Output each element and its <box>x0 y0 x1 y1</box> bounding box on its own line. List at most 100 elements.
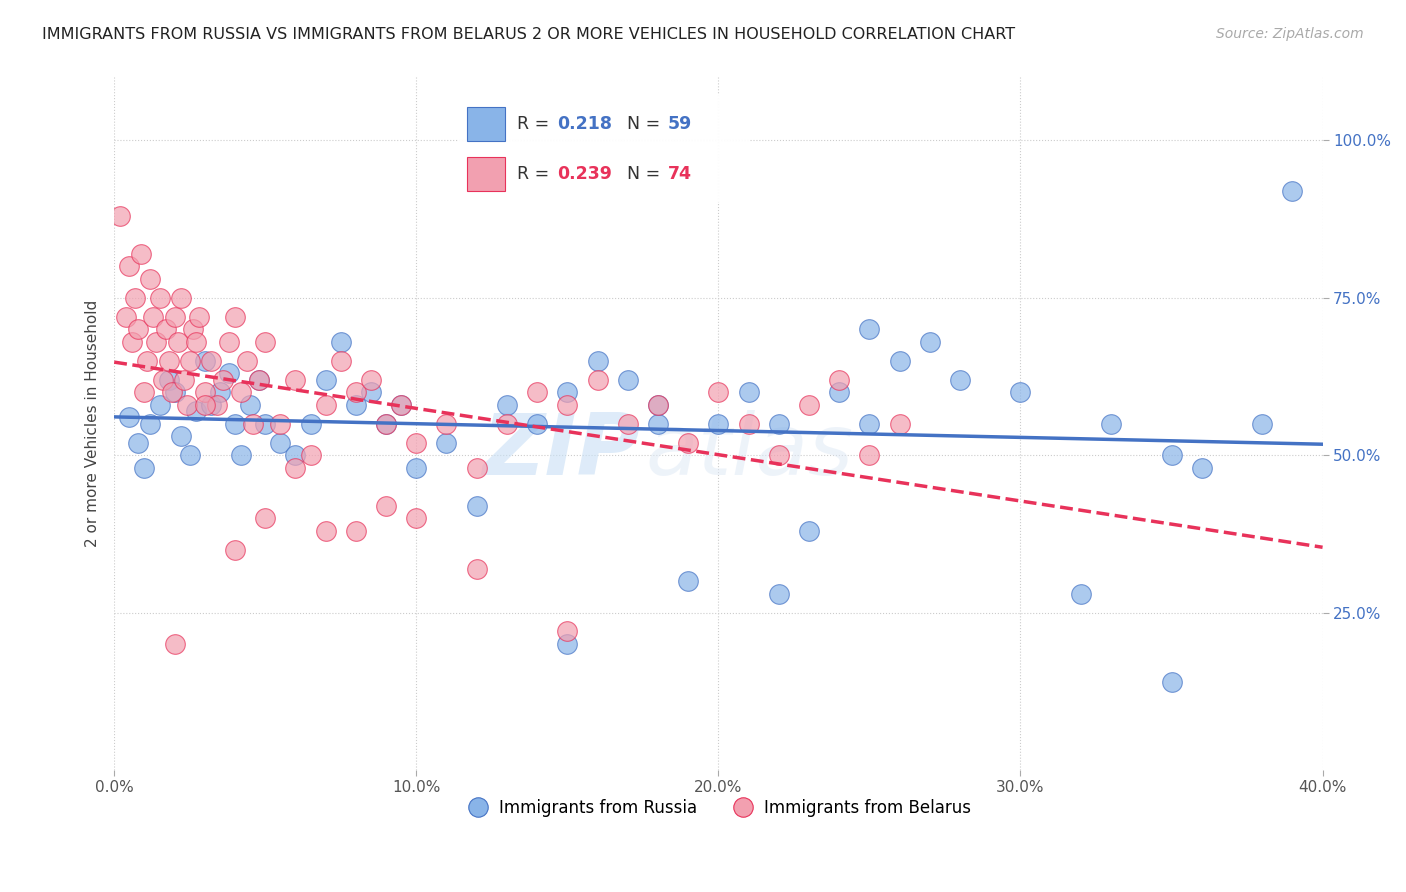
Point <box>179 353 201 368</box>
Point <box>181 322 204 336</box>
Point <box>949 373 972 387</box>
Point <box>526 417 548 431</box>
Point <box>647 398 669 412</box>
Point <box>157 353 180 368</box>
Point <box>436 417 458 431</box>
Text: IMMIGRANTS FROM RUSSIA VS IMMIGRANTS FROM BELARUS 2 OR MORE VEHICLES IN HOUSEHOL: IMMIGRANTS FROM RUSSIA VS IMMIGRANTS FRO… <box>42 27 1015 42</box>
Point <box>194 353 217 368</box>
Point <box>344 524 367 538</box>
Point <box>152 373 174 387</box>
Point <box>110 209 132 223</box>
Point <box>315 524 337 538</box>
Point <box>284 460 307 475</box>
Point <box>329 334 352 349</box>
Point <box>166 334 188 349</box>
Point <box>131 246 153 260</box>
Point <box>436 435 458 450</box>
Legend: Immigrants from Russia, Immigrants from Belarus: Immigrants from Russia, Immigrants from … <box>460 793 977 824</box>
Point <box>557 385 579 400</box>
Point <box>1281 184 1303 198</box>
Point <box>134 460 156 475</box>
Point <box>247 373 270 387</box>
Text: atlas: atlas <box>645 410 853 493</box>
Point <box>707 417 730 431</box>
Point <box>616 417 638 431</box>
Point <box>1160 448 1182 462</box>
Point <box>707 385 730 400</box>
Point <box>254 334 277 349</box>
Point <box>344 398 367 412</box>
Point <box>247 373 270 387</box>
Point <box>329 353 352 368</box>
Point <box>205 398 228 412</box>
Point <box>169 429 191 443</box>
Point <box>676 435 699 450</box>
Point <box>375 417 398 431</box>
Point <box>142 310 165 324</box>
Point <box>224 542 246 557</box>
Point <box>139 417 162 431</box>
Point <box>194 385 217 400</box>
Point <box>557 637 579 651</box>
Point <box>828 385 851 400</box>
Point <box>557 398 579 412</box>
Point <box>284 448 307 462</box>
Point <box>299 417 322 431</box>
Point <box>647 417 669 431</box>
Point <box>163 310 186 324</box>
Point <box>918 334 941 349</box>
Point <box>737 385 759 400</box>
Point <box>405 435 427 450</box>
Point <box>148 398 170 412</box>
Point <box>200 353 222 368</box>
Point <box>1191 460 1213 475</box>
Point <box>115 310 138 324</box>
Point <box>124 291 146 305</box>
Point <box>194 398 217 412</box>
Point <box>155 322 177 336</box>
Point <box>176 398 198 412</box>
Point <box>1070 587 1092 601</box>
Point <box>737 417 759 431</box>
Point <box>526 385 548 400</box>
Point <box>208 385 231 400</box>
Point <box>586 373 609 387</box>
Point <box>360 373 382 387</box>
Point <box>828 373 851 387</box>
Point <box>375 499 398 513</box>
Point <box>169 291 191 305</box>
Point <box>163 637 186 651</box>
Point <box>389 398 412 412</box>
Point <box>1010 385 1032 400</box>
Point <box>145 334 167 349</box>
Point <box>858 448 880 462</box>
Point <box>768 417 790 431</box>
Point <box>1160 674 1182 689</box>
Point <box>229 385 252 400</box>
Point <box>239 398 262 412</box>
Text: Source: ZipAtlas.com: Source: ZipAtlas.com <box>1216 27 1364 41</box>
Point <box>118 410 141 425</box>
Point <box>496 398 519 412</box>
Point <box>269 435 291 450</box>
Point <box>242 417 264 431</box>
Point <box>284 373 307 387</box>
Point <box>163 385 186 400</box>
Point <box>299 448 322 462</box>
Point <box>229 448 252 462</box>
Text: ZIP: ZIP <box>482 410 640 493</box>
Point <box>157 373 180 387</box>
Point <box>184 404 207 418</box>
Point <box>236 353 259 368</box>
Point <box>184 334 207 349</box>
Point <box>405 511 427 525</box>
Point <box>858 322 880 336</box>
Point <box>647 398 669 412</box>
Point <box>254 511 277 525</box>
Point <box>889 417 911 431</box>
Point <box>465 561 488 575</box>
Point <box>121 334 143 349</box>
Point <box>375 417 398 431</box>
Point <box>557 624 579 639</box>
Point <box>200 398 222 412</box>
